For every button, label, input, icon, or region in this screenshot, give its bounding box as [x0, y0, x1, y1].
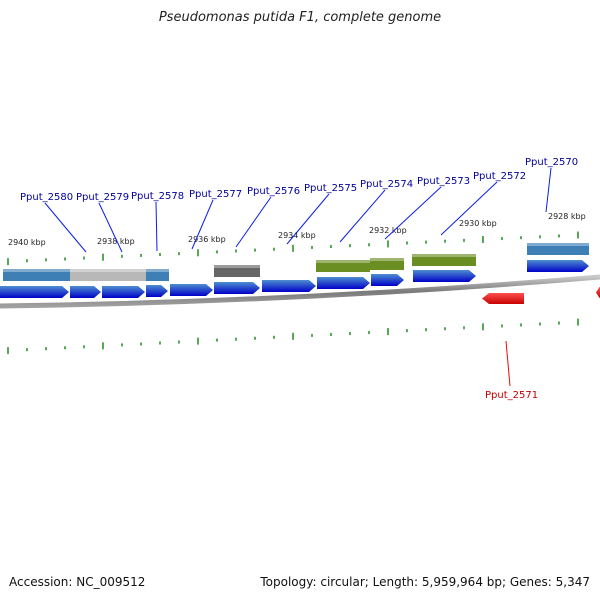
feature-box [412, 254, 476, 266]
scale-ticks-bottom [7, 318, 579, 355]
feature-box-highlight [102, 269, 146, 272]
gene-label-leaders [44, 167, 552, 387]
feature-box-highlight [527, 243, 589, 246]
scale-label: 2932 kbp [369, 226, 407, 235]
forward-gene-arrow [0, 286, 69, 298]
gene-label: Pput_2578 [131, 191, 184, 202]
gene-leader-line [191, 199, 214, 250]
forward-gene-arrow [262, 280, 316, 292]
gene-leader-line [98, 202, 123, 253]
forward-gene-arrow [527, 260, 589, 272]
gene-label: Pput_2572 [473, 171, 526, 182]
forward-gene-arrow [214, 282, 260, 294]
scale-label: 2930 kbp [459, 219, 497, 228]
gene-leader-line [545, 167, 552, 213]
gene-leader-line [505, 340, 511, 387]
forward-gene-arrow [102, 286, 145, 298]
scale-label: 2936 kbp [188, 235, 226, 244]
gene-label: Pput_2576 [247, 186, 300, 197]
forward-gene-arrow [371, 274, 404, 286]
feature-box [527, 243, 589, 255]
backbone-arc [0, 274, 600, 309]
gene-leader-line [440, 181, 498, 236]
gene-track [0, 260, 600, 304]
scale-label: 2934 kbp [278, 231, 316, 240]
reverse-gene-arrow [596, 287, 600, 298]
gene-label: Pput_2579 [76, 192, 129, 203]
feature-box-highlight [3, 269, 70, 272]
accession-text: Accession: NC_009512 [9, 575, 146, 589]
reverse-gene-arrow [482, 293, 524, 304]
gene-leader-line [44, 202, 87, 253]
feature-box-highlight [146, 269, 169, 272]
feature-box [146, 269, 169, 281]
scale-ticks-top [7, 231, 579, 266]
scale-label: 2928 kbp [548, 212, 586, 221]
gene-label: Pput_2574 [360, 179, 413, 190]
gene-leader-line [286, 193, 330, 245]
map-title: Pseudomonas putida F1, complete genome [158, 10, 442, 25]
feature-box-highlight [316, 260, 370, 263]
genome-summary-text: Topology: circular; Length: 5,959,964 bp… [260, 575, 590, 589]
feature-box [316, 260, 370, 272]
feature-box [70, 269, 102, 281]
feature-track [3, 243, 589, 281]
feature-box [3, 269, 70, 281]
forward-gene-arrow [170, 284, 213, 296]
feature-box [102, 269, 146, 281]
gene-label: Pput_2580 [20, 192, 73, 203]
scale-label: 2938 kbp [97, 237, 135, 246]
genome-backbone [0, 274, 600, 309]
forward-gene-arrow [70, 286, 101, 298]
gene-leader-line [235, 196, 272, 248]
feature-box-highlight [412, 254, 476, 257]
feature-box-highlight [70, 269, 102, 272]
gene-label: Pput_2573 [417, 176, 470, 187]
gene-label: Pput_2571 [485, 390, 538, 401]
forward-gene-arrow [317, 277, 370, 289]
forward-gene-arrow [146, 285, 168, 297]
feature-box-highlight [214, 265, 260, 268]
gene-label: Pput_2575 [304, 183, 357, 194]
gene-label: Pput_2577 [189, 189, 242, 200]
gene-leader-line [339, 189, 386, 243]
gene-leader-line [155, 201, 158, 252]
gene-label: Pput_2570 [525, 157, 578, 168]
scale-labels: 2940 kbp 2938 kbp 2936 kbp 2934 kbp 2932 kbp… [8, 212, 586, 247]
scale-label: 2940 kbp [8, 238, 46, 247]
feature-box [370, 258, 404, 270]
forward-gene-arrow [413, 270, 476, 282]
feature-box [214, 265, 260, 277]
feature-box-highlight [370, 258, 404, 261]
gene-leader-line [384, 186, 442, 240]
gene-labels: Pput_2580 Pput_2579 Pput_2578 Pput_2577 Pput… [20, 157, 578, 401]
